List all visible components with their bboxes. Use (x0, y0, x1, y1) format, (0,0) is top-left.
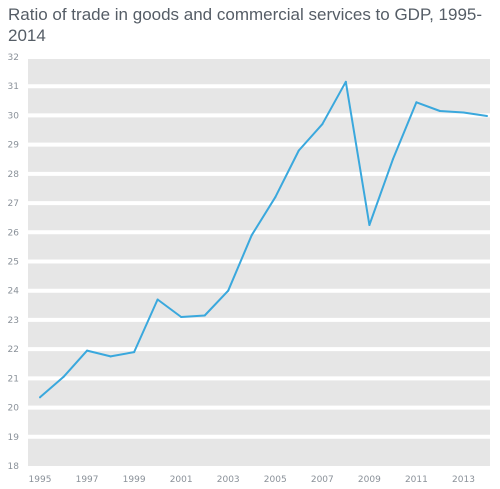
data-point (344, 80, 347, 83)
data-point (227, 289, 230, 292)
y-tick-label: 26 (8, 228, 20, 238)
data-point (486, 115, 488, 118)
x-tick-label: 2007 (311, 475, 334, 485)
y-tick-label: 23 (8, 316, 19, 326)
y-tick-label: 32 (8, 53, 19, 63)
y-tick-label: 25 (8, 258, 19, 268)
y-tick-label: 20 (8, 404, 20, 414)
x-tick-label: 2011 (405, 475, 428, 485)
data-point (133, 351, 136, 354)
x-axis-tick-labels: 1995 1997 1999 2001 2003 2005 2007 2009 2011 2013 (29, 475, 475, 485)
x-tick-label: 2013 (452, 475, 475, 485)
x-tick-label: 1997 (76, 475, 99, 485)
x-tick-label: 1999 (123, 475, 146, 485)
data-point (297, 149, 300, 152)
gridlines (28, 55, 490, 439)
series-line (39, 80, 488, 399)
series-layer (39, 80, 488, 399)
y-tick-label: 30 (8, 111, 20, 121)
data-point (438, 110, 441, 113)
y-tick-label: 27 (8, 199, 19, 209)
data-point (391, 158, 394, 161)
data-point (109, 355, 112, 358)
x-tick-label: 1995 (29, 475, 52, 485)
y-tick-label: 22 (8, 345, 19, 355)
y-tick-label: 21 (8, 374, 19, 384)
y-tick-label: 18 (8, 462, 20, 472)
y-tick-label: 31 (8, 82, 19, 92)
data-point (415, 101, 418, 104)
data-point (180, 316, 183, 319)
chart-title: Ratio of trade in goods and commercial s… (8, 5, 483, 45)
y-tick-label: 29 (8, 141, 20, 151)
data-point (250, 234, 253, 237)
data-point (86, 349, 89, 352)
x-tick-label: 2009 (358, 475, 381, 485)
data-point (274, 196, 277, 199)
data-point (462, 111, 465, 114)
data-point (39, 396, 41, 399)
y-tick-label: 19 (8, 433, 20, 443)
data-point (203, 314, 206, 317)
x-tick-label: 2001 (170, 475, 193, 485)
data-point (368, 223, 371, 226)
y-tick-label: 24 (8, 287, 20, 297)
y-tick-label: 28 (8, 170, 20, 180)
data-point (156, 298, 159, 301)
data-point (321, 123, 324, 126)
x-tick-label: 2005 (264, 475, 287, 485)
data-point (62, 375, 65, 378)
x-tick-label: 2003 (217, 475, 240, 485)
y-axis-tick-labels: 18 19 20 21 22 23 24 25 26 27 28 29 30 31 32 (8, 53, 20, 472)
